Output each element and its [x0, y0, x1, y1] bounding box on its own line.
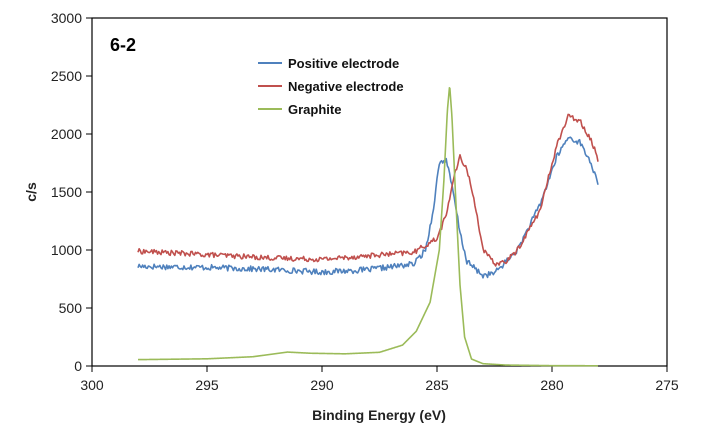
x-tick-label: 295: [195, 377, 219, 393]
x-tick-label: 300: [80, 377, 104, 393]
x-tick-label: 275: [655, 377, 679, 393]
legend-label: Positive electrode: [288, 56, 399, 71]
x-axis-title: Binding Energy (eV): [312, 407, 446, 423]
legend-label: Negative electrode: [288, 79, 404, 94]
series-layer: [137, 87, 599, 367]
y-axis-title: c/s: [23, 182, 39, 202]
y-tick-label: 1000: [51, 242, 82, 258]
y-tick-label: 500: [59, 300, 83, 316]
x-tick-label: 290: [310, 377, 334, 393]
panel-label: 6-2: [110, 35, 136, 55]
series-line-positive-electrode: [137, 136, 599, 279]
y-tick-label: 3000: [51, 10, 82, 26]
legend: Positive electrode Negative electrode Grap…: [258, 56, 404, 117]
y-tick-label: 2000: [51, 126, 82, 142]
x-tick-label: 285: [425, 377, 449, 393]
x-axis: 300 295 290 285 280 275: [80, 366, 679, 393]
series-line-graphite: [137, 87, 599, 367]
series-line-negative-electrode: [137, 113, 599, 267]
y-tick-label: 1500: [51, 184, 82, 200]
y-tick-label: 2500: [51, 68, 82, 84]
x-tick-label: 280: [540, 377, 564, 393]
y-tick-label: 0: [74, 358, 82, 374]
legend-label: Graphite: [288, 102, 341, 117]
y-axis: 0 500 1000 1500 2000 2500 3000: [51, 10, 92, 374]
